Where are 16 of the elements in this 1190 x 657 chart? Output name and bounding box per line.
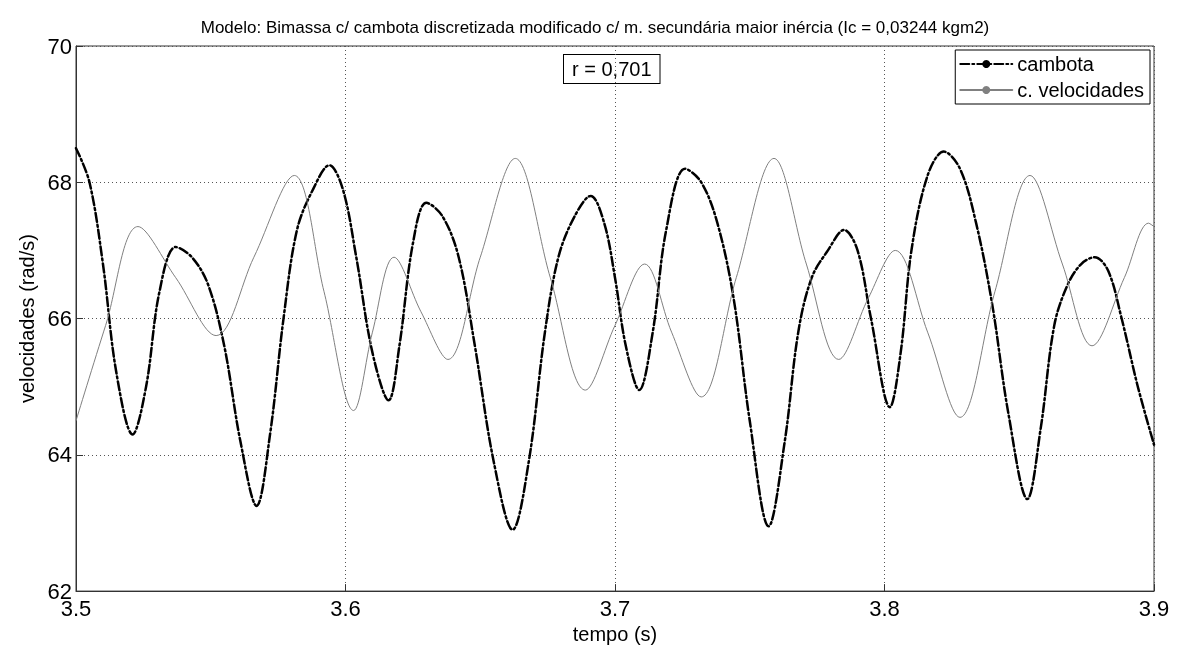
y-axis-title: velocidades (rad/s) bbox=[15, 234, 38, 404]
x-tick-label: 3.7 bbox=[599, 595, 631, 621]
x-axis-title: tempo (s) bbox=[572, 623, 658, 645]
x-tick-label: 3.6 bbox=[330, 595, 361, 621]
line-series bbox=[75, 157, 1155, 422]
y-tick-label: 66 bbox=[47, 306, 72, 332]
annotation: r = 0,701 bbox=[572, 58, 652, 80]
x-tick-label: 3.9 bbox=[1138, 595, 1170, 621]
line-series bbox=[74, 146, 1156, 532]
legend-label: c. velocidades bbox=[1017, 79, 1145, 101]
y-tick-label: 64 bbox=[47, 442, 72, 468]
y-tick-label: 68 bbox=[47, 169, 72, 195]
chart-title: Modelo: Bimassa c/ cambota discretizada modificado c/ m. secundária maior inércia (Ic = 0,03244 kgm2) bbox=[200, 18, 990, 37]
x-tick-label: 3.8 bbox=[869, 595, 900, 621]
y-tick-label: 70 bbox=[47, 33, 72, 59]
legend-label: cambota bbox=[1017, 53, 1095, 75]
